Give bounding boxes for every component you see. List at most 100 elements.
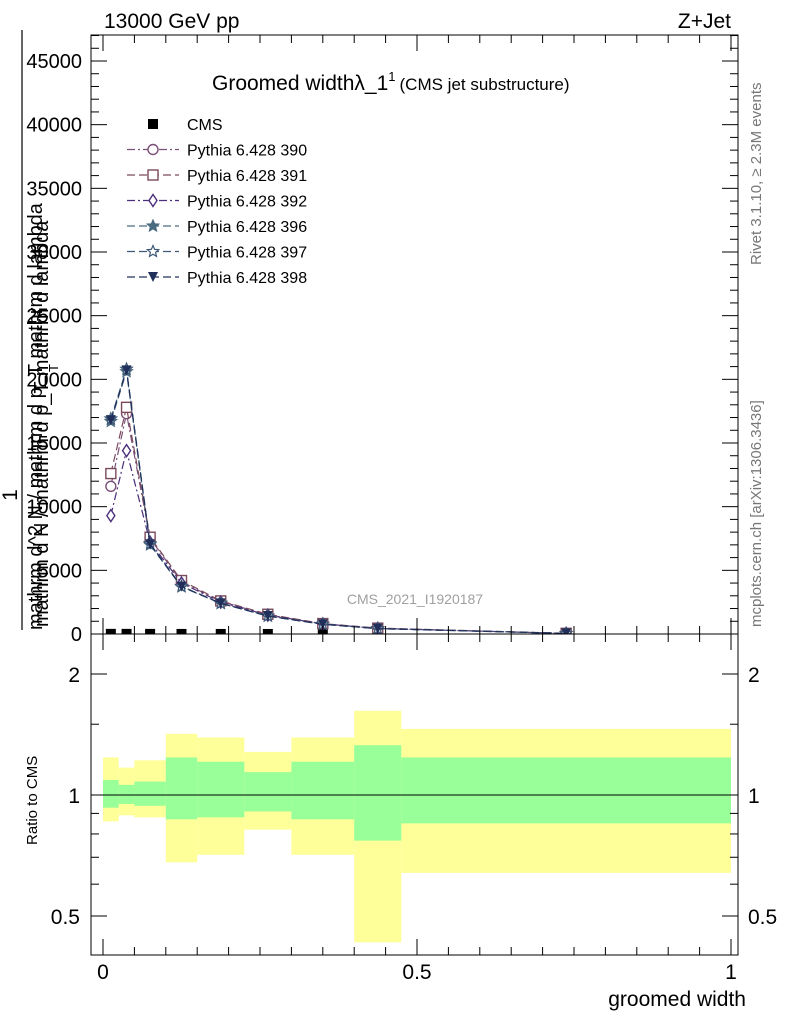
beam-label: 13000 GeV pp: [104, 10, 239, 33]
ratio-band-bin: [244, 772, 292, 812]
ratio-outer-band: [103, 710, 731, 943]
series-pythia-6-428-398: [105, 365, 572, 634]
legend-entry: CMS: [148, 117, 223, 134]
main-plot-area: [103, 361, 574, 634]
y-tick-label: 30000: [26, 242, 82, 264]
legend-entry: Pythia 6.428 390: [127, 143, 307, 160]
data-point: [148, 193, 158, 208]
data-point: [147, 169, 159, 181]
data-point: [145, 243, 161, 258]
rivet-version-label: Rivet 3.1.10, ≥ 2.3M events: [748, 83, 765, 266]
legend-label: CMS: [187, 117, 223, 134]
title-superscript: 1: [388, 69, 395, 84]
x-tick-label: 1: [725, 961, 737, 984]
ratio-band-bin: [134, 781, 166, 806]
series-line: [110, 371, 567, 634]
mcplots-label: mcplots.cern.ch [arXiv:1306.3436]: [748, 400, 765, 627]
process-label: Z+Jet: [678, 10, 731, 33]
y-tick-label: 25000: [26, 306, 82, 328]
y-tick-label: 45000: [26, 51, 82, 73]
ratio-y-tick-label-right: 2: [748, 664, 760, 687]
ratio-y-tick-label-right: 1: [748, 785, 760, 808]
data-point: [106, 508, 116, 523]
series-pythia-6-428-392: [106, 443, 571, 634]
ratio-y-tick-label-right: 0.5: [748, 906, 777, 929]
ratio-band-bin: [354, 745, 402, 841]
data-point: [105, 480, 117, 492]
ratio-inner-band: [103, 745, 731, 841]
x-axis-label: groomed width: [608, 988, 746, 1011]
ratio-y-axis-label: Ratio to CMS: [24, 756, 41, 845]
ylabel-numerator: mathrm d^2 N / mathrm d p_T mathrm d lam…: [25, 202, 47, 630]
data-point: [561, 628, 572, 634]
y-tick-label: 15000: [26, 433, 82, 455]
cms-data-point: [145, 628, 156, 634]
legend-label: Pythia 6.428 396: [187, 219, 307, 236]
series-pythia-6-428-391: [105, 401, 572, 634]
data-point: [145, 539, 156, 550]
ratio-y-tick-label: 2: [68, 664, 80, 687]
main-axes: 0 5000 10000 15000 20000 25000 30000 35000 40000…: [26, 35, 738, 646]
x-tick-label: 0: [97, 961, 109, 984]
series-line: [110, 368, 567, 634]
ylabel-one: 1: [0, 489, 22, 501]
ratio-y-tick-label: 0.5: [51, 906, 80, 929]
legend-entry: Pythia 6.428 398: [127, 270, 307, 287]
cms-data-point: [262, 628, 273, 634]
y-tick-label: 10000: [26, 497, 82, 519]
series-line: [110, 450, 567, 634]
ylabel-denominator: mathrm d N / mathrm d p_T mathrm d lambd…: [31, 220, 53, 627]
ratio-plot-area: [103, 710, 731, 943]
ratio-band-bin: [197, 761, 245, 818]
data-point: [262, 611, 273, 622]
series-pythia-6-428-397: [103, 361, 574, 634]
data-point: [145, 218, 161, 233]
legend-label: Pythia 6.428 392: [187, 194, 307, 211]
data-point: [148, 272, 158, 282]
data-point: [105, 415, 116, 426]
data-point: [176, 581, 187, 592]
cms-data-point: [215, 628, 226, 634]
data-point: [147, 143, 159, 156]
legend-label: Pythia 6.428 397: [187, 245, 307, 262]
ratio-band-bin: [291, 761, 355, 820]
ylabel-subscript: T: [46, 364, 61, 372]
analysis-watermark: CMS_2021_I1920187: [347, 591, 483, 607]
legend-entry: Pythia 6.428 396: [127, 218, 307, 236]
series-line: [110, 413, 567, 634]
data-point: [120, 401, 133, 414]
y-tick-label: 5000: [38, 560, 83, 582]
series-line: [110, 370, 567, 634]
series-pythia-6-428-396: [103, 364, 574, 634]
ratio-band-bin: [118, 784, 135, 804]
legend-entry: Pythia 6.428 392: [127, 193, 307, 211]
ratio-y-tick-label: 1: [68, 785, 80, 808]
main-y-axis-label: 1 mathrm d^2 N / mathrm d p_T mathrm d l…: [0, 30, 61, 630]
series-line: [110, 407, 567, 634]
data-point: [105, 467, 117, 480]
x-tick-label: 0.5: [402, 961, 431, 984]
data-point: [317, 619, 328, 630]
data-point: [372, 623, 383, 634]
legend-label: Pythia 6.428 390: [187, 143, 307, 160]
y-tick-label: 40000: [26, 115, 82, 137]
y-tick-label: 35000: [26, 178, 82, 200]
legend-entry: Pythia 6.428 391: [127, 168, 307, 185]
plot-title: Groomed widthλ_11 (CMS jet substructure): [212, 69, 570, 95]
legend-label: Pythia 6.428 391: [187, 168, 307, 185]
legend-entry: Pythia 6.428 397: [127, 243, 307, 262]
y-tick-label: 20000: [26, 369, 82, 391]
y-tick-label: 0: [71, 624, 82, 646]
cms-data-point: [176, 628, 187, 634]
cms-data-point: [105, 628, 116, 634]
data-point: [215, 598, 226, 609]
ratio-axes: 0.5 0.5 1 1 2 2 0 0.5 1: [51, 634, 777, 984]
ratio-band-bin: [401, 757, 731, 824]
ratio-band-bin: [103, 779, 119, 808]
title-note: (CMS jet substructure): [400, 75, 570, 94]
data-point: [121, 443, 132, 458]
ratio-band-bin: [165, 757, 198, 820]
cms-data-point: [148, 119, 158, 129]
data-point: [121, 365, 132, 376]
